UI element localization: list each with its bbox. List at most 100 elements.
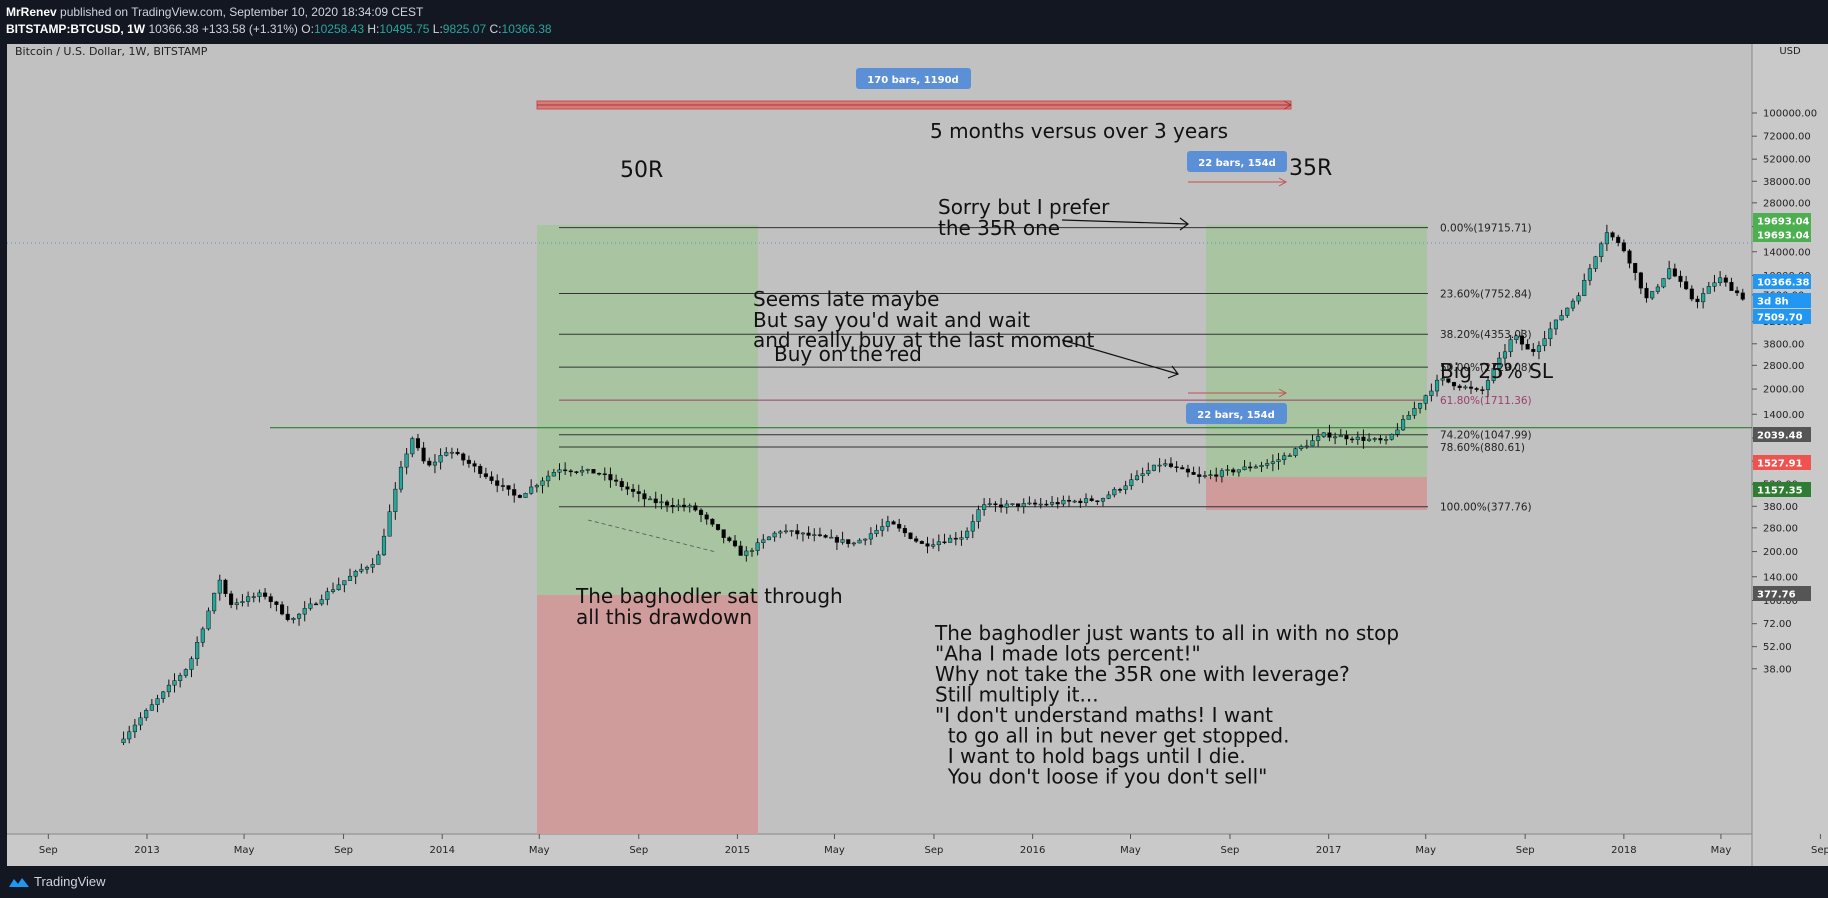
candle-body xyxy=(1701,293,1706,303)
price-tick-label: 72.00 xyxy=(1763,619,1792,630)
annotation-rant-line: You don't loose if you don't sell" xyxy=(935,765,1267,789)
annotation-late-1: Seems late maybe xyxy=(753,287,939,311)
candle-body xyxy=(1327,432,1332,438)
candle-body xyxy=(631,488,636,492)
candle-body xyxy=(591,469,596,474)
candle-body xyxy=(489,476,494,481)
fib-level-label: 23.60%(7752.84) xyxy=(1440,288,1532,300)
candle-body xyxy=(1559,315,1564,321)
candle-body xyxy=(1491,368,1496,381)
candle-body xyxy=(1576,295,1581,302)
candle-body xyxy=(1004,503,1009,508)
candle-body xyxy=(840,539,845,543)
candle-body xyxy=(1208,474,1213,476)
candle-body xyxy=(625,486,630,490)
candle-body xyxy=(1146,470,1151,474)
candle-body xyxy=(1401,419,1406,431)
last-price: 10366.38 xyxy=(148,22,199,36)
low-value: 9825.07 xyxy=(442,22,487,36)
fibonacci-retracement[interactable]: 0.00%(19715.71) 23.60%(7752.84) 38.20%(435… xyxy=(559,223,1532,514)
candle-body xyxy=(280,604,285,615)
candle-body xyxy=(274,601,279,605)
tradingview-logo-icon[interactable] xyxy=(8,875,30,889)
candle-body xyxy=(863,538,868,541)
candle-body xyxy=(1638,272,1643,289)
price-chart[interactable]: 0.00%(19715.71) 23.60%(7752.84) 38.20%(435… xyxy=(0,44,1828,866)
candle-body xyxy=(1525,343,1530,350)
annotation-arrow xyxy=(1061,339,1179,375)
loss-zone-35r[interactable] xyxy=(1206,477,1427,510)
candle-body xyxy=(1350,438,1355,441)
candle-body xyxy=(523,493,528,498)
candle-body xyxy=(874,530,879,534)
candle-body xyxy=(1066,499,1072,502)
price-tick-label: 38.00 xyxy=(1763,664,1792,675)
high-value: 10495.75 xyxy=(379,22,430,36)
candle-body xyxy=(1049,502,1055,505)
candle-body xyxy=(636,491,641,494)
candle-body xyxy=(342,580,347,586)
price-tick-label: 2800.00 xyxy=(1763,361,1804,372)
candle-body xyxy=(551,472,556,477)
price-tick-label: 200.00 xyxy=(1763,547,1798,558)
candle-body xyxy=(806,532,811,536)
candle-body xyxy=(1163,463,1168,466)
candle-body xyxy=(908,532,913,539)
author-name[interactable]: MrRenev xyxy=(6,5,57,19)
candle-body xyxy=(642,493,647,500)
loss-zone-50r[interactable] xyxy=(537,595,758,834)
price-tick-label: 38000.00 xyxy=(1763,177,1811,188)
candle-body xyxy=(313,603,319,606)
candle-body xyxy=(1412,408,1417,416)
candle-body xyxy=(195,642,200,659)
profit-zone-50r[interactable] xyxy=(537,225,758,640)
candle-body xyxy=(1395,429,1400,435)
candle-body xyxy=(1117,489,1123,491)
candle-body xyxy=(172,680,177,686)
candle-body xyxy=(1480,389,1485,391)
candle-body xyxy=(1134,475,1140,480)
candle-body xyxy=(495,480,500,486)
candle-body xyxy=(897,523,902,529)
candle-body xyxy=(1151,464,1157,471)
candle-body xyxy=(212,592,217,612)
candle-body xyxy=(1644,287,1649,299)
brand-name[interactable]: TradingView xyxy=(34,874,106,889)
annotation-rant: The baghodler just wants to all in with … xyxy=(934,621,1399,789)
candle-body xyxy=(846,539,851,545)
candle-body xyxy=(404,453,409,468)
chart-header: MrRenev published on TradingView.com, Se… xyxy=(0,0,1828,44)
fib-level-label: 100.00%(377.76) xyxy=(1440,502,1532,514)
candle-body xyxy=(534,485,539,488)
range-label-box-170 xyxy=(856,68,971,89)
candle-body xyxy=(483,473,488,477)
time-axis-background[interactable] xyxy=(7,834,1752,866)
candle-body xyxy=(1729,282,1734,291)
candle-body xyxy=(1582,279,1587,296)
candle-body xyxy=(1270,461,1275,464)
publish-line: MrRenev published on TradingView.com, Se… xyxy=(6,5,423,19)
candle-body xyxy=(1451,382,1457,387)
price-tick-label: 52000.00 xyxy=(1763,155,1811,166)
candle-body xyxy=(1219,470,1224,477)
symbol-label[interactable]: BITSTAMP:BTCUSD, 1W xyxy=(6,22,146,36)
candle-body xyxy=(1185,468,1190,473)
candle-body xyxy=(217,579,222,594)
candle-body xyxy=(189,658,194,670)
annotation-rant-line: Why not take the 35R one with leverage? xyxy=(935,662,1350,686)
candle-body xyxy=(364,566,370,570)
candle-body xyxy=(387,511,392,537)
candle-body xyxy=(1457,385,1462,388)
high-label: H: xyxy=(367,22,380,36)
candle-body xyxy=(1667,268,1672,279)
candle-body xyxy=(240,601,245,603)
candle-body xyxy=(251,596,256,598)
candle-body xyxy=(1248,466,1253,469)
annotation-rant-line: The baghodler just wants to all in with … xyxy=(934,621,1399,645)
candle-body xyxy=(982,504,987,510)
candle-body xyxy=(1259,465,1264,468)
candle-body xyxy=(834,536,839,543)
price-tick-label: 72000.00 xyxy=(1763,132,1811,143)
candle-body xyxy=(1610,232,1615,238)
annotation-rant-line: to go all in but never get stopped. xyxy=(935,724,1289,748)
